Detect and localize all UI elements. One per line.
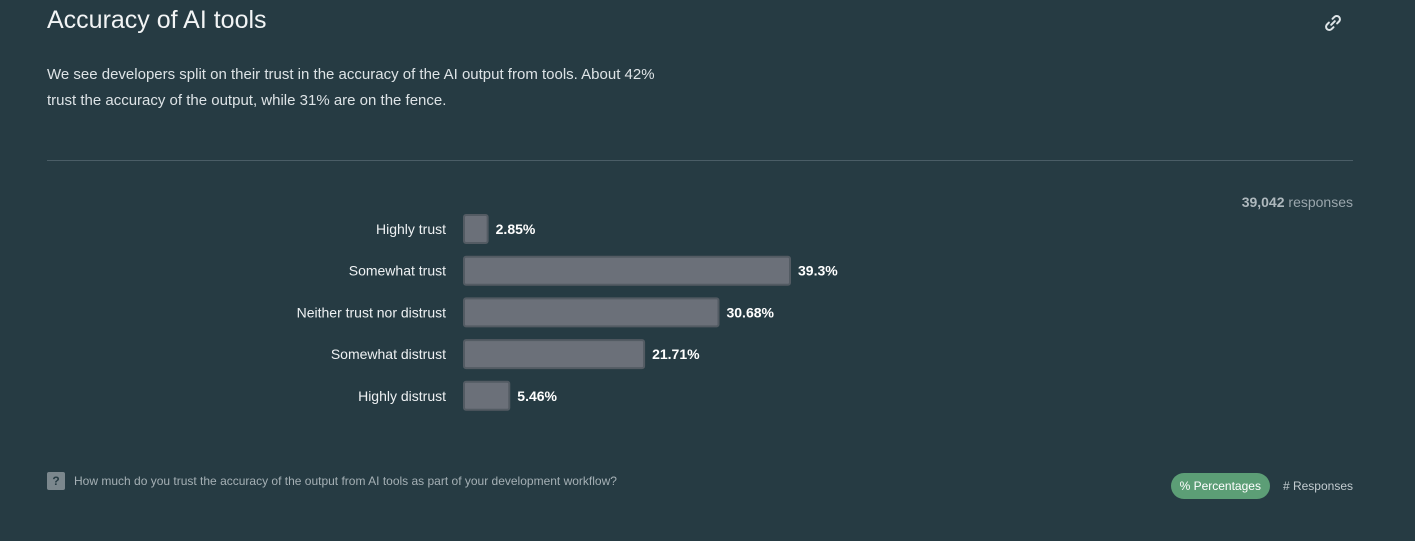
bar-chart: Highly trust 2.85% Somewhat trust 39.3% Neit… — [297, 214, 838, 411]
page-title: Accuracy of AI tools — [47, 6, 267, 34]
survey-question-text: How much do you trust the accuracy of th… — [74, 474, 617, 488]
category-label: Somewhat trust — [349, 263, 446, 279]
bar[interactable] — [463, 380, 511, 411]
value-label: 30.68% — [726, 304, 774, 320]
response-count: 39,042 responses — [1242, 194, 1353, 210]
question-icon: ? — [47, 472, 65, 490]
value-label: 5.46% — [517, 388, 557, 404]
value-label: 2.85% — [496, 221, 536, 237]
category-label: Neither trust nor distrust — [297, 304, 446, 320]
category-label: Highly distrust — [358, 388, 446, 404]
bar[interactable] — [463, 214, 489, 244]
value-label: 39.3% — [798, 263, 838, 279]
bar[interactable] — [463, 339, 646, 370]
divider — [47, 160, 1353, 161]
responses-toggle-button[interactable]: # Responses — [1282, 479, 1353, 493]
survey-question: ? How much do you trust the accuracy of … — [47, 472, 617, 490]
value-label: 21.71% — [652, 346, 700, 362]
link-icon[interactable] — [1322, 12, 1344, 34]
bar[interactable] — [463, 297, 720, 328]
description: We see developers split on their trust i… — [47, 66, 655, 109]
response-count-value: 39,042 — [1241, 194, 1285, 210]
bar[interactable] — [463, 255, 791, 286]
category-label: Somewhat distrust — [331, 346, 446, 362]
response-count-label: responses — [1288, 194, 1353, 210]
category-label: Highly trust — [376, 221, 446, 237]
percentages-toggle-button[interactable]: % Percentages — [1170, 473, 1270, 499]
display-toggle: % Percentages # Responses — [1170, 473, 1357, 499]
